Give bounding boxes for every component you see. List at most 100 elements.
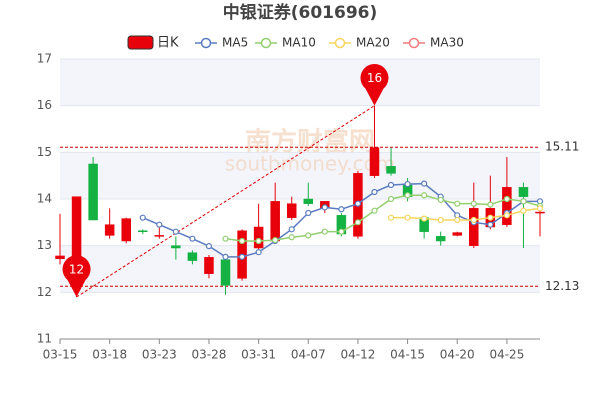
legend-marker — [334, 37, 346, 49]
ma-point — [387, 214, 395, 221]
candle-body — [220, 259, 231, 286]
x-tick-label: 03-23 — [142, 348, 177, 362]
ma-point — [520, 207, 527, 214]
extreme-marker — [62, 255, 91, 297]
ma-point — [421, 180, 428, 187]
candle-body — [452, 232, 462, 236]
ma-point — [354, 200, 362, 207]
ma-point — [288, 226, 295, 233]
ma-point — [487, 201, 494, 208]
ma-point — [421, 215, 428, 222]
ma-point — [305, 209, 312, 217]
ma-point — [503, 195, 510, 203]
y-tick-label: 13 — [37, 238, 52, 252]
candle-body — [270, 201, 280, 242]
candle-body — [154, 235, 165, 237]
x-tick-label: 04-15 — [390, 348, 425, 362]
reference-label: 15.11 — [545, 140, 579, 154]
ma-point — [338, 206, 345, 213]
extreme-connector — [76, 105, 375, 298]
legend-label: MA5 — [222, 36, 248, 50]
candle-body — [435, 236, 446, 242]
ma-point — [437, 216, 444, 224]
x-tick-label: 04-12 — [340, 348, 375, 362]
x-tick-label: 04-20 — [440, 348, 475, 362]
extreme-label: 12 — [69, 263, 84, 277]
ma-point — [238, 253, 246, 260]
ma-point — [404, 214, 411, 221]
ma-point — [238, 237, 246, 245]
ma-point — [470, 216, 477, 224]
ma-point — [404, 180, 411, 188]
candle-body — [187, 252, 198, 261]
ma-point — [139, 214, 146, 221]
extreme-marker — [360, 63, 389, 106]
candle-body — [535, 211, 545, 214]
candle-body — [138, 230, 148, 232]
ma-point — [470, 200, 477, 207]
candle-body — [303, 198, 314, 204]
legend-swatch — [127, 35, 154, 50]
x-tick-label: 03-31 — [241, 348, 276, 362]
ma-point — [222, 235, 229, 242]
ma-point — [255, 249, 262, 256]
x-tick-label: 03-18 — [92, 348, 127, 362]
candle-body — [386, 166, 396, 174]
y-tick-label: 17 — [37, 52, 52, 66]
legend-marker — [260, 37, 272, 49]
ma-point — [305, 232, 312, 239]
legend: 日K MA5 MA10 MA20 MA30 — [127, 35, 464, 51]
candle-body — [469, 208, 479, 246]
ma-point — [172, 228, 179, 235]
ma-point — [437, 196, 444, 204]
ma-point — [288, 234, 295, 241]
candle-body — [104, 224, 115, 236]
x-tick-label: 04-25 — [489, 348, 524, 362]
ma-point — [454, 200, 461, 207]
candle-body — [286, 203, 297, 218]
y-tick-label: 12 — [37, 285, 52, 299]
x-tick-label: 04-07 — [291, 348, 326, 362]
ma-point — [371, 188, 378, 196]
watermark: southmoney.com — [225, 152, 396, 176]
legend-label: MA30 — [430, 36, 464, 50]
ma-point — [189, 235, 196, 242]
ma-point — [387, 195, 395, 203]
ma-point — [404, 192, 411, 199]
y-tick-label: 11 — [37, 332, 52, 346]
plot-band — [60, 152, 540, 199]
ma-point — [487, 221, 494, 228]
legend-label: 日K — [157, 36, 179, 51]
candle-body — [253, 226, 264, 249]
candle-body — [369, 147, 380, 176]
candle-body — [171, 245, 181, 249]
ma-point — [371, 207, 378, 214]
legend-label: MA10 — [282, 36, 316, 50]
ma-point — [387, 181, 395, 189]
x-tick-label: 03-15 — [43, 348, 78, 362]
ma-point — [222, 253, 229, 260]
x-tick-label: 03-28 — [192, 348, 227, 362]
ma-point — [156, 221, 163, 228]
reference-label: 12.13 — [545, 279, 579, 293]
ma-point — [520, 198, 527, 205]
ma-point — [321, 228, 328, 235]
candle-body — [121, 218, 131, 242]
ma-line — [391, 207, 541, 221]
ma-point — [272, 236, 279, 244]
plot-band — [60, 245, 540, 293]
y-tick-label: 15 — [37, 145, 52, 159]
y-tick-label: 16 — [37, 98, 52, 112]
ma-point — [321, 204, 328, 211]
ma-point — [454, 216, 461, 224]
candle-body — [55, 255, 65, 259]
chart-title: 中银证券(601696) — [223, 2, 378, 23]
legend-marker — [408, 37, 420, 49]
ma-point — [487, 214, 494, 221]
candle-body — [518, 187, 529, 197]
legend-label: MA20 — [356, 36, 390, 50]
candle-body — [502, 187, 512, 225]
y-tick-label: 14 — [37, 192, 52, 206]
ma-point — [205, 243, 213, 250]
candle-body — [204, 257, 214, 274]
